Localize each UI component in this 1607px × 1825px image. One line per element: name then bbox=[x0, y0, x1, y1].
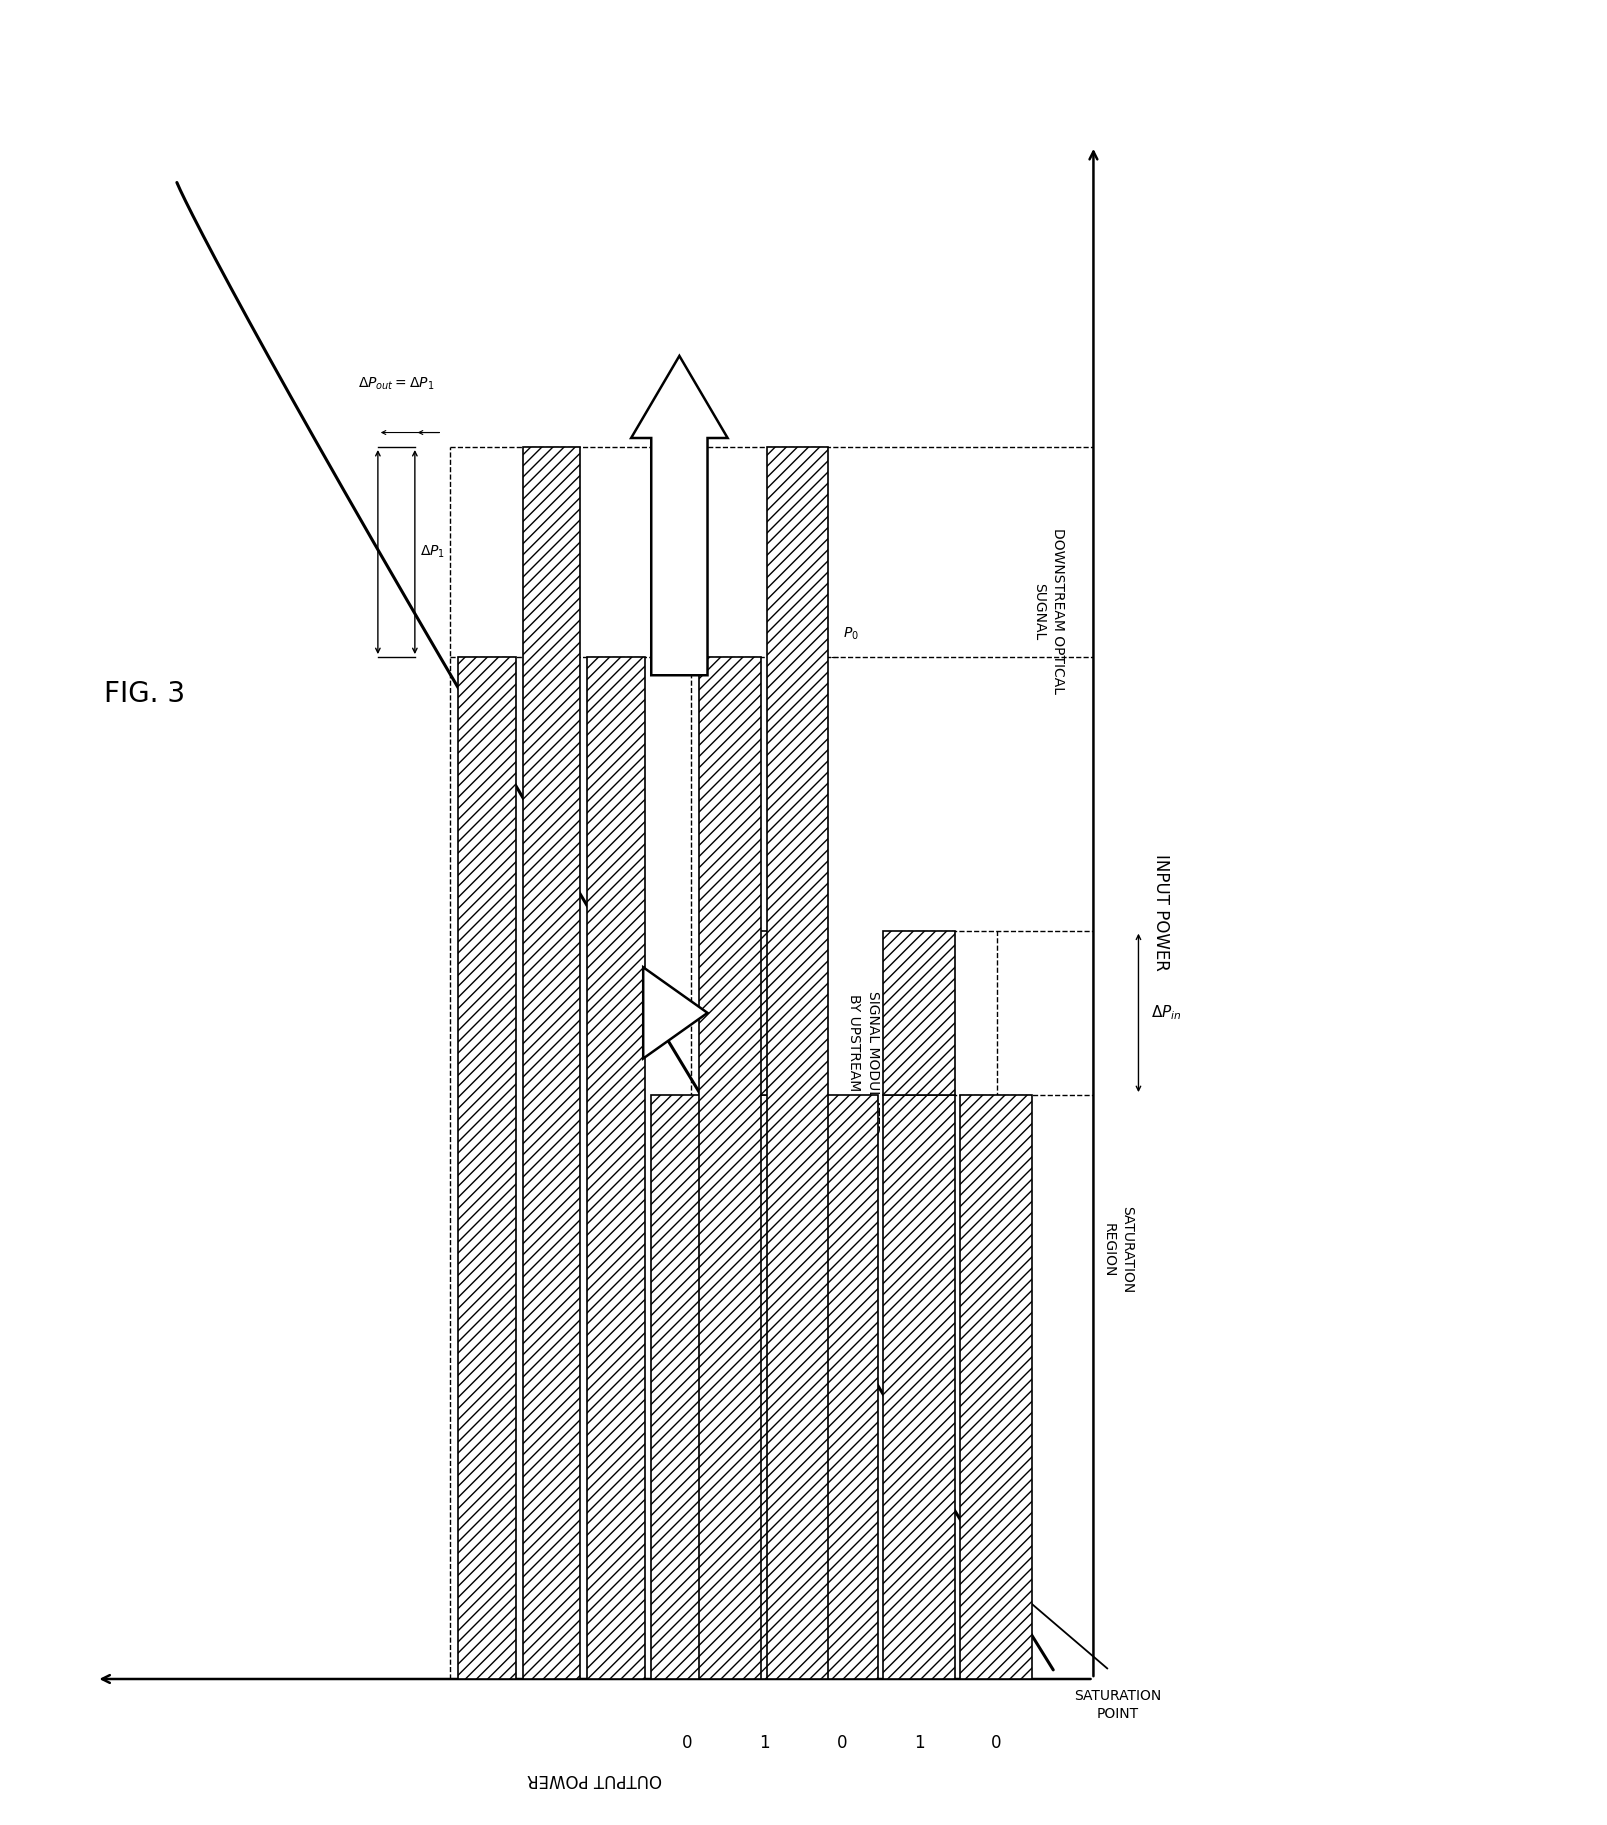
Text: SATURATION
POINT: SATURATION POINT bbox=[1073, 1688, 1160, 1721]
Bar bbox=[767, 447, 828, 1679]
Text: UPSTREAM OPTICAL
SIGNAL MODULATED
BY UPSTREAM DATA: UPSTREAM OPTICAL SIGNAL MODULATED BY UPS… bbox=[847, 991, 898, 1135]
Text: INPUT POWER: INPUT POWER bbox=[1151, 854, 1170, 971]
Text: $P_0$: $P_0$ bbox=[842, 626, 858, 642]
Text: $\Delta P_{in}$: $\Delta P_{in}$ bbox=[1151, 1004, 1181, 1022]
Bar bbox=[651, 1095, 723, 1679]
Bar bbox=[587, 657, 644, 1679]
Text: $\Delta P_{out} = \Delta P_1$: $\Delta P_{out} = \Delta P_1$ bbox=[358, 376, 434, 392]
Bar bbox=[959, 1095, 1032, 1679]
Bar bbox=[458, 657, 516, 1679]
Bar bbox=[728, 1095, 800, 1679]
Bar bbox=[699, 657, 760, 1679]
Text: SATURATION
REGION: SATURATION REGION bbox=[1101, 1206, 1133, 1294]
Bar bbox=[882, 931, 955, 1095]
Text: 1: 1 bbox=[913, 1734, 924, 1752]
Bar bbox=[522, 447, 580, 1679]
Text: 0: 0 bbox=[836, 1734, 847, 1752]
FancyArrow shape bbox=[630, 356, 726, 675]
Text: AMPLITUDE-SQUEEZED
DOWNSTREAM OPTICAL
SIGNAL: AMPLITUDE-SQUEEZED DOWNSTREAM OPTICAL SI… bbox=[699, 980, 750, 1146]
Text: 0: 0 bbox=[681, 1734, 693, 1752]
Text: DOWNSTREAM OPTICAL
SUGNAL: DOWNSTREAM OPTICAL SUGNAL bbox=[1032, 529, 1064, 694]
Text: $\Delta P_1$: $\Delta P_1$ bbox=[419, 544, 445, 560]
Text: 1: 1 bbox=[759, 1734, 770, 1752]
Bar bbox=[882, 1095, 955, 1679]
Text: FIG. 3: FIG. 3 bbox=[104, 679, 185, 708]
Bar bbox=[805, 1095, 877, 1679]
Bar bbox=[728, 931, 800, 1095]
FancyArrow shape bbox=[643, 967, 707, 1058]
Text: 0: 0 bbox=[990, 1734, 1001, 1752]
Text: OUTPUT POWER: OUTPUT POWER bbox=[527, 1770, 662, 1788]
